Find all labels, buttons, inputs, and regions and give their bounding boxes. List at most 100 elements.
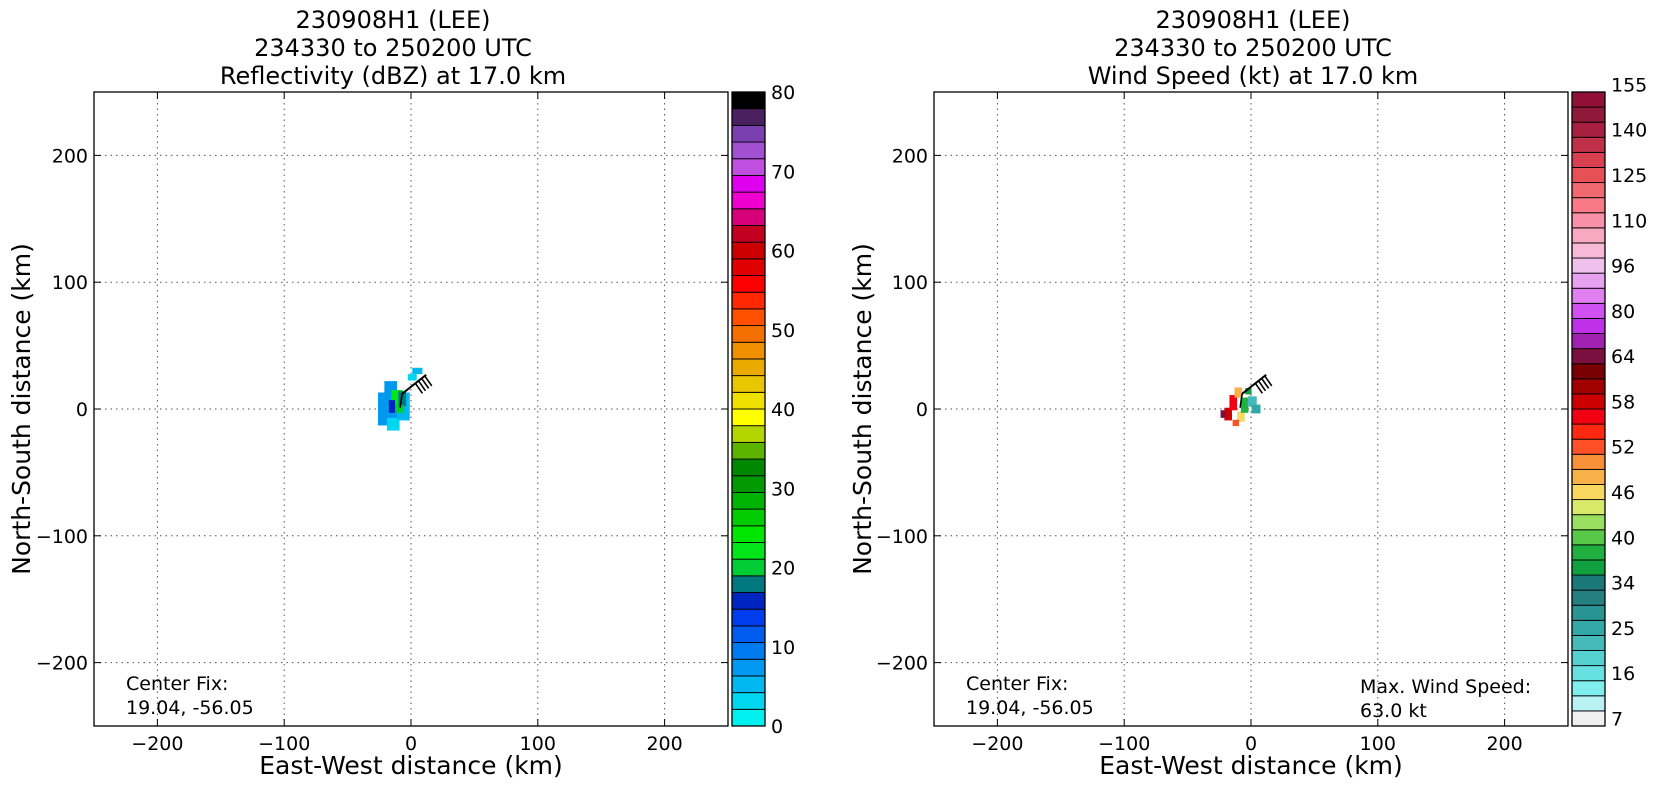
wind-barb-shaft: [1241, 373, 1267, 395]
colorbar-segment: [731, 208, 766, 226]
colorbar-segment: [731, 508, 766, 527]
x-tick-label: −100: [258, 733, 310, 755]
colorbar-segment: [1571, 650, 1606, 667]
wind-barb-flag: [1257, 380, 1267, 392]
colorbar-segment: [1571, 438, 1606, 455]
colorbar-tick-label: 46: [1611, 482, 1635, 504]
x-axis-label: East-West distance (km): [259, 751, 563, 780]
colorbar-tick-label: 10: [771, 637, 795, 659]
echo-cell: [1251, 404, 1261, 414]
echo-cell: [412, 367, 423, 375]
colorbar-segment: [731, 308, 766, 327]
colorbar-segment: [731, 475, 766, 493]
colorbar-segment: [731, 642, 766, 660]
colorbar-segment: [1571, 182, 1606, 199]
colorbar-tick-label: 34: [1611, 573, 1635, 595]
colorbar-segment: [731, 375, 766, 393]
colorbar-tick-label: 30: [771, 478, 795, 500]
echo-cell: [1240, 397, 1249, 413]
echo-cell: [1234, 387, 1243, 398]
reflectivity-colorbar-ticks: 0 10 20 30 40 50 60 70 80: [771, 82, 795, 738]
max-wind-value: 63.0 kt: [1360, 700, 1427, 722]
wind-barb-icon: [1239, 373, 1273, 408]
chart-title-line-1: 230908H1 (LEE): [1156, 6, 1351, 34]
colorbar-tick-label: 40: [1611, 527, 1635, 549]
colorbar-segment: [1571, 665, 1606, 682]
x-tick-label: 0: [405, 733, 417, 755]
colorbar-segment: [1571, 242, 1606, 259]
colorbar-tick-label: 58: [1611, 391, 1635, 413]
colorbar-segment: [731, 458, 766, 477]
colorbar-segment: [731, 241, 766, 260]
wind-barb-tail: [1239, 393, 1243, 408]
y-axis-ticks: −200 −100 0 100 200: [36, 145, 728, 675]
colorbar-segment: [731, 141, 766, 160]
colorbar-segment: [1571, 468, 1606, 485]
colorbar-tick-label: 52: [1611, 437, 1635, 459]
wind-speed-panel: 230908H1 (LEE) 234330 to 250200 UTC Wind…: [848, 6, 1647, 780]
y-tick-label: −100: [876, 526, 928, 548]
x-axis-label: East-West distance (km): [1099, 751, 1403, 780]
colorbar-frame: [1571, 91, 1606, 727]
colorbar-segment: [731, 358, 766, 377]
colorbar-segment: [1571, 257, 1606, 274]
colorbar-segment: [731, 692, 766, 710]
center-fix-value: 19.04, -56.05: [966, 697, 1094, 719]
wind-barb-flag: [414, 382, 424, 394]
echo-cell: [1245, 388, 1252, 395]
wind-barb-icon: [399, 373, 433, 408]
colorbar-segment: [731, 91, 766, 110]
colorbar-segment: [1571, 333, 1606, 350]
chart-title-line-2: 234330 to 250200 UTC: [1114, 34, 1392, 62]
y-axis-label: North-South distance (km): [7, 243, 36, 575]
colorbar-segment: [731, 174, 766, 193]
colorbar-segment: [731, 491, 766, 510]
colorbar-segment: [1571, 499, 1606, 516]
wind-barb-tail: [399, 393, 403, 408]
reflectivity-plot-area: −200 −100 0 100 200 −200 −100 0 100 200 Center F…: [36, 91, 729, 755]
x-tick-label: 0: [1245, 733, 1257, 755]
colorbar-segment: [1571, 167, 1606, 184]
echo-cell: [1224, 407, 1232, 421]
colorbar-segment: [1571, 151, 1606, 168]
center-fix-label: Center Fix:: [966, 673, 1068, 695]
colorbar-tick-label: 110: [1611, 210, 1647, 232]
y-tick-label: 100: [52, 272, 88, 294]
max-wind-label: Max. Wind Speed:: [1360, 676, 1531, 698]
echo-cell: [388, 400, 396, 413]
echo-cell: [395, 405, 405, 413]
echo-cell: [1229, 395, 1238, 411]
colorbar-tick-label: 40: [771, 399, 795, 421]
x-tick-label: −100: [1098, 733, 1150, 755]
colorbar-segment: [731, 408, 766, 427]
colorbar-segment: [731, 625, 766, 644]
colorbar-segment: [1571, 91, 1606, 108]
colorbar-segment: [731, 258, 766, 276]
colorbar-segment: [1571, 212, 1606, 229]
grid-lines: [934, 92, 1568, 726]
colorbar-frame: [731, 91, 766, 727]
y-tick-label: −100: [36, 526, 88, 548]
y-tick-label: −200: [36, 653, 88, 675]
wind-barb-flag: [424, 375, 433, 387]
colorbar-segment: [1571, 287, 1606, 304]
x-axis-ticks: −200 −100 0 100 200: [131, 92, 683, 755]
colorbar-tick-label: 50: [771, 320, 795, 342]
colorbar-segment: [731, 608, 766, 627]
colorbar-tick-label: 16: [1611, 663, 1635, 685]
colorbar-segment: [1571, 363, 1606, 380]
x-tick-label: 200: [1486, 733, 1522, 755]
x-tick-label: −200: [131, 733, 183, 755]
wind-barb-flag: [1260, 377, 1270, 389]
colorbar-segment: [1571, 453, 1606, 470]
x-tick-label: 100: [1360, 733, 1396, 755]
colorbar-tick-label: 0: [771, 716, 783, 738]
colorbar-segment: [731, 575, 766, 593]
y-tick-label: 200: [892, 145, 928, 167]
reflectivity-echoes: [378, 367, 423, 431]
colorbar-segment: [1571, 514, 1606, 531]
colorbar-segment: [1571, 589, 1606, 606]
colorbar-segment: [1571, 604, 1606, 621]
colorbar-segment: [1571, 106, 1606, 123]
x-tick-label: 100: [520, 733, 556, 755]
